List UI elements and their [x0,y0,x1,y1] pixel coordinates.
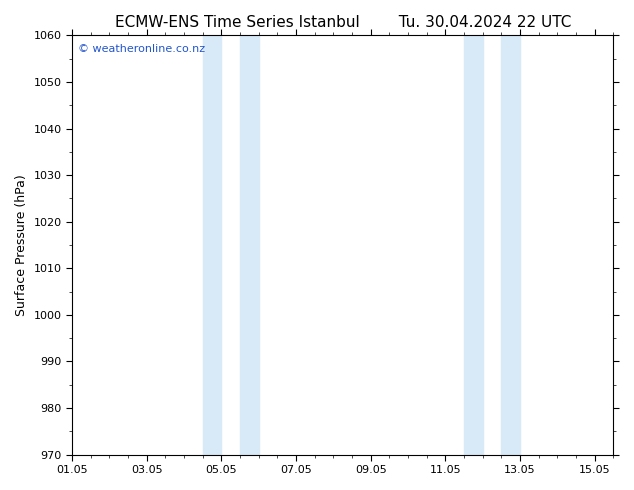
Title: ECMW-ENS Time Series Istanbul        Tu. 30.04.2024 22 UTC: ECMW-ENS Time Series Istanbul Tu. 30.04.… [115,15,571,30]
Bar [501,35,520,455]
Bar [203,35,221,455]
Y-axis label: Surface Pressure (hPa): Surface Pressure (hPa) [15,174,28,316]
Bar [464,35,482,455]
Bar [240,35,259,455]
Text: © weatheronline.co.nz: © weatheronline.co.nz [77,44,205,54]
